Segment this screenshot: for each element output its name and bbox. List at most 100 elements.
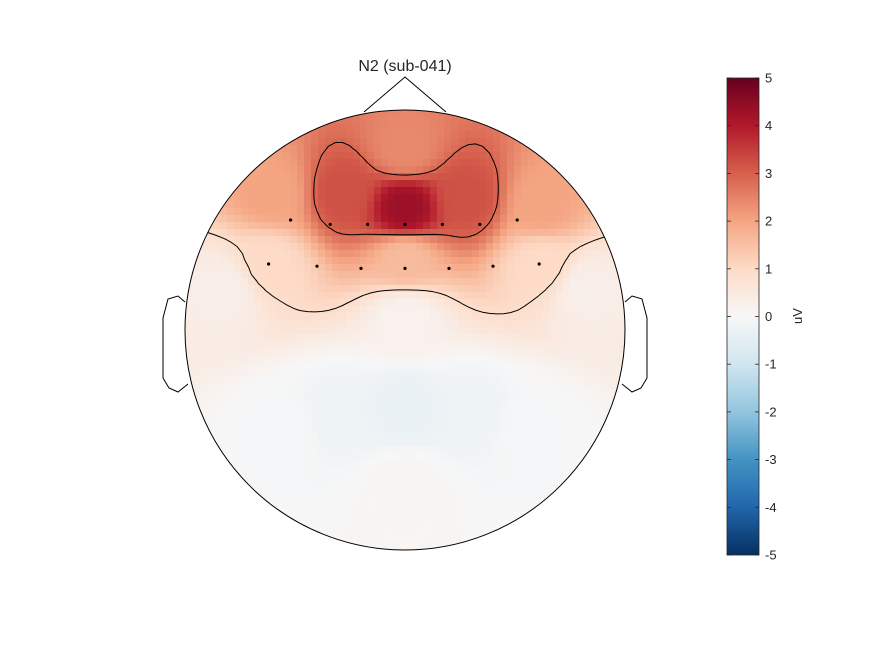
heatmap-cell [262, 201, 270, 209]
heatmap-cell [367, 166, 375, 174]
heatmap-cell [395, 159, 403, 167]
heatmap-cell [220, 278, 228, 286]
heatmap-cell [451, 250, 459, 258]
heatmap-cell [360, 432, 368, 440]
heatmap-cell [199, 285, 207, 293]
heatmap-cell [395, 299, 403, 307]
heatmap-cell [325, 285, 333, 293]
heatmap-cell [451, 271, 459, 279]
heatmap-cell [584, 257, 592, 265]
heatmap-cell [353, 250, 361, 258]
heatmap-cell [528, 264, 536, 272]
heatmap-cell [325, 257, 333, 265]
heatmap-cell [290, 341, 298, 349]
heatmap-cell [318, 432, 326, 440]
heatmap-cell [283, 341, 291, 349]
heatmap-cell [234, 334, 242, 342]
heatmap-cell [577, 369, 585, 377]
heatmap-cell [262, 173, 270, 181]
heatmap-cell [598, 313, 606, 321]
heatmap-cell [577, 180, 585, 188]
heatmap-cell [472, 264, 480, 272]
heatmap-cell [437, 348, 445, 356]
heatmap-cell [360, 460, 368, 468]
heatmap-cell [556, 278, 564, 286]
heatmap-cell [612, 278, 620, 286]
heatmap-cell [262, 502, 270, 510]
heatmap-cell [591, 313, 599, 321]
heatmap-cell [388, 376, 396, 384]
heatmap-cell [444, 551, 452, 559]
heatmap-cell [528, 397, 536, 405]
heatmap-cell [514, 348, 522, 356]
heatmap-cell [472, 355, 480, 363]
heatmap-cell [479, 460, 487, 468]
heatmap-cell [605, 390, 613, 398]
heatmap-cell [423, 516, 431, 524]
heatmap-cell [290, 418, 298, 426]
heatmap-cell [346, 383, 354, 391]
heatmap-cell [437, 530, 445, 538]
heatmap-cell [360, 201, 368, 209]
heatmap-cell [339, 320, 347, 328]
heatmap-cell [283, 355, 291, 363]
heatmap-cell [500, 474, 508, 482]
heatmap-cell [542, 222, 550, 230]
heatmap-cell [192, 376, 200, 384]
heatmap-cell [192, 236, 200, 244]
heatmap-cell [255, 467, 263, 475]
heatmap-cell [325, 194, 333, 202]
heatmap-cell [409, 138, 417, 146]
heatmap-cell [304, 194, 312, 202]
heatmap-cell [451, 341, 459, 349]
heatmap-cell [500, 299, 508, 307]
heatmap-cell [353, 348, 361, 356]
heatmap-cell [220, 299, 228, 307]
heatmap-cell [521, 495, 529, 503]
heatmap-cell [353, 173, 361, 181]
heatmap-cell [416, 474, 424, 482]
heatmap-cell [486, 432, 494, 440]
heatmap-cell [381, 341, 389, 349]
heatmap-cell [514, 467, 522, 475]
heatmap-cell [339, 530, 347, 538]
heatmap-cell [430, 523, 438, 531]
heatmap-cell [542, 488, 550, 496]
heatmap-cell [430, 516, 438, 524]
heatmap-cell [507, 390, 515, 398]
heatmap-cell [374, 194, 382, 202]
heatmap-cell [458, 194, 466, 202]
electrode-marker [359, 267, 362, 270]
heatmap-cell [360, 124, 368, 132]
heatmap-cell [367, 334, 375, 342]
heatmap-cell [325, 355, 333, 363]
heatmap-cell [486, 327, 494, 335]
heatmap-cell [220, 348, 228, 356]
heatmap-cell [423, 467, 431, 475]
heatmap-cell [395, 474, 403, 482]
heatmap-cell [521, 320, 529, 328]
heatmap-cell [486, 411, 494, 419]
heatmap-cell [458, 432, 466, 440]
heatmap-cell [311, 117, 319, 125]
heatmap-cell [437, 320, 445, 328]
heatmap-cell [374, 152, 382, 160]
heatmap-cell [591, 320, 599, 328]
heatmap-cell [395, 334, 403, 342]
heatmap-cell [395, 460, 403, 468]
heatmap-cell [381, 131, 389, 139]
heatmap-cell [395, 404, 403, 412]
heatmap-cell [556, 432, 564, 440]
heatmap-cell [332, 320, 340, 328]
heatmap-cell [423, 250, 431, 258]
heatmap-cell [423, 320, 431, 328]
heatmap-cell [437, 271, 445, 279]
heatmap-cell [395, 467, 403, 475]
heatmap-cell [409, 215, 417, 223]
heatmap-cell [332, 432, 340, 440]
heatmap-cell [535, 481, 543, 489]
heatmap-cell [269, 229, 277, 237]
heatmap-cell [395, 236, 403, 244]
heatmap-cell [423, 327, 431, 335]
heatmap-cell [318, 453, 326, 461]
